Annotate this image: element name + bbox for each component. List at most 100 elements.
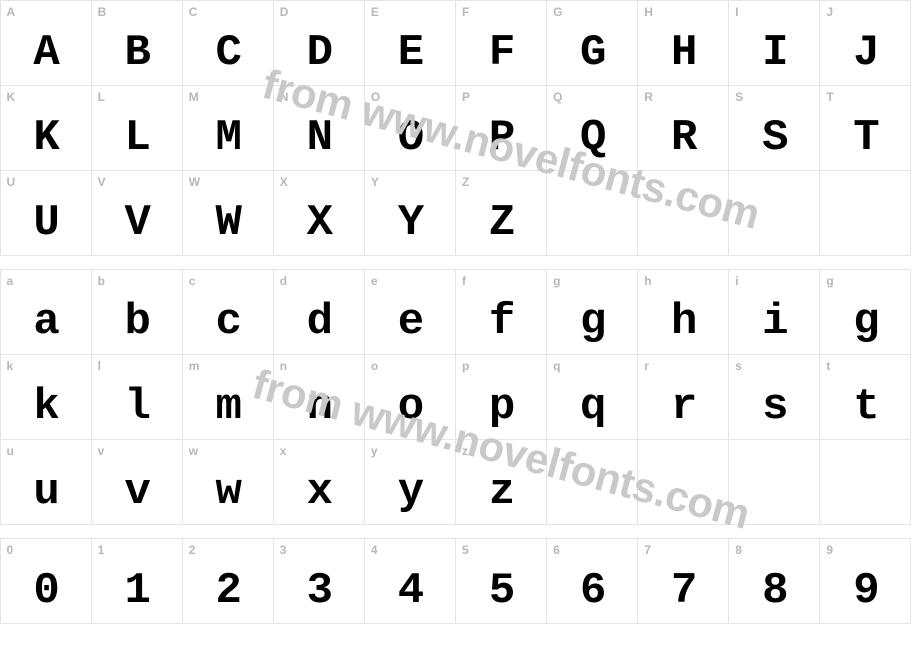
glyph-cell bbox=[546, 439, 638, 525]
glyph-cell: ww bbox=[182, 439, 274, 525]
glyph-cell: rr bbox=[637, 354, 729, 440]
glyph-cell: aa bbox=[0, 269, 92, 355]
glyph-cell: TT bbox=[819, 85, 911, 171]
glyph-cell-glyph: G bbox=[580, 31, 604, 75]
glyph-cell: nn bbox=[273, 354, 365, 440]
glyph-cell: cc bbox=[182, 269, 274, 355]
glyph-cell-label: G bbox=[553, 5, 563, 19]
glyph-cell-label: y bbox=[371, 444, 378, 458]
glyph-cell-label: s bbox=[735, 359, 742, 373]
glyph-cell-label: N bbox=[280, 90, 289, 104]
glyph-cell: 99 bbox=[819, 538, 911, 624]
glyph-cell: WW bbox=[182, 170, 274, 256]
glyph-cell-glyph: E bbox=[398, 31, 422, 75]
section-lowercase: aabbccddeeffgghhiiggkkllmmnnooppqqrrsstt… bbox=[0, 269, 911, 524]
glyph-cell-glyph: O bbox=[398, 116, 422, 160]
glyph-cell: kk bbox=[0, 354, 92, 440]
glyph-cell-glyph: l bbox=[124, 385, 148, 429]
glyph-cell: 33 bbox=[273, 538, 365, 624]
glyph-cell: 77 bbox=[637, 538, 729, 624]
glyph-cell-label: v bbox=[98, 444, 105, 458]
glyph-cell: bb bbox=[91, 269, 183, 355]
glyph-cell-label: L bbox=[98, 90, 106, 104]
glyph-cell-glyph: R bbox=[671, 116, 695, 160]
glyph-cell-glyph: A bbox=[33, 31, 57, 75]
glyph-cell: FF bbox=[455, 0, 547, 86]
glyph-cell-label: O bbox=[371, 90, 381, 104]
glyph-cell: NN bbox=[273, 85, 365, 171]
glyph-cell: SS bbox=[728, 85, 820, 171]
glyph-cell-glyph: Q bbox=[580, 116, 604, 160]
glyph-cell-glyph: z bbox=[489, 470, 513, 514]
glyph-cell-glyph: d bbox=[307, 300, 331, 344]
glyph-cell-label: o bbox=[371, 359, 379, 373]
glyph-cell: 22 bbox=[182, 538, 274, 624]
glyph-cell: zz bbox=[455, 439, 547, 525]
glyph-cell: YY bbox=[364, 170, 456, 256]
glyph-cell-label: R bbox=[644, 90, 653, 104]
glyph-cell-glyph: m bbox=[216, 385, 240, 429]
glyph-cell bbox=[819, 439, 911, 525]
glyph-cell-glyph: v bbox=[124, 470, 148, 514]
glyph-cell: 00 bbox=[0, 538, 92, 624]
glyph-cell-glyph: i bbox=[762, 300, 786, 344]
glyph-cell bbox=[637, 439, 729, 525]
glyph-cell-glyph: T bbox=[853, 116, 877, 160]
glyph-cell-label: 4 bbox=[371, 543, 378, 557]
glyph-cell-label: l bbox=[98, 359, 102, 373]
glyph-cell-label: 9 bbox=[826, 543, 833, 557]
glyph-cell-label: x bbox=[280, 444, 287, 458]
glyph-cell-glyph: 3 bbox=[307, 569, 331, 613]
glyph-cell-glyph: a bbox=[33, 300, 57, 344]
glyph-cell-label: 0 bbox=[7, 543, 14, 557]
glyph-cell-label: H bbox=[644, 5, 653, 19]
glyph-cell-glyph: C bbox=[216, 31, 240, 75]
glyph-cell-glyph: p bbox=[489, 385, 513, 429]
glyph-cell: BB bbox=[91, 0, 183, 86]
glyph-cell-glyph: f bbox=[489, 300, 513, 344]
glyph-cell: hh bbox=[637, 269, 729, 355]
glyph-cell-label: 3 bbox=[280, 543, 287, 557]
glyph-cell-glyph: x bbox=[307, 470, 331, 514]
glyph-cell: OO bbox=[364, 85, 456, 171]
glyph-cell-glyph: 5 bbox=[489, 569, 513, 613]
glyph-cell-glyph: B bbox=[124, 31, 148, 75]
glyph-cell-glyph: K bbox=[33, 116, 57, 160]
glyph-cell-label: p bbox=[462, 359, 470, 373]
glyph-cell-glyph: u bbox=[33, 470, 57, 514]
glyph-cell-label: F bbox=[462, 5, 470, 19]
glyph-cell-glyph: 4 bbox=[398, 569, 422, 613]
glyph-cell: ee bbox=[364, 269, 456, 355]
glyph-cell-label: E bbox=[371, 5, 379, 19]
glyph-cell: MM bbox=[182, 85, 274, 171]
glyph-cell-label: C bbox=[189, 5, 198, 19]
glyph-cell-glyph: e bbox=[398, 300, 422, 344]
glyph-cell: oo bbox=[364, 354, 456, 440]
glyph-cell bbox=[728, 439, 820, 525]
glyph-cell-label: w bbox=[189, 444, 199, 458]
glyph-cell-label: f bbox=[462, 274, 466, 288]
glyph-cell-label: B bbox=[98, 5, 107, 19]
glyph-cell-glyph: J bbox=[853, 31, 877, 75]
glyph-cell-label: P bbox=[462, 90, 470, 104]
glyph-cell: KK bbox=[0, 85, 92, 171]
glyph-cell-label: k bbox=[7, 359, 14, 373]
glyph-cell-label: V bbox=[98, 175, 106, 189]
glyph-cell: ss bbox=[728, 354, 820, 440]
font-glyph-grid: AABBCCDDEEFFGGHHIIJJKKLLMMNNOOPPQQRRSSTT… bbox=[0, 0, 911, 623]
glyph-cell: XX bbox=[273, 170, 365, 256]
glyph-cell-glyph: n bbox=[307, 385, 331, 429]
glyph-cell-glyph: 8 bbox=[762, 569, 786, 613]
glyph-cell-label: 1 bbox=[98, 543, 105, 557]
glyph-cell: gg bbox=[546, 269, 638, 355]
glyph-cell-glyph: t bbox=[853, 385, 877, 429]
glyph-cell: HH bbox=[637, 0, 729, 86]
glyph-cell-label: K bbox=[7, 90, 16, 104]
glyph-cell-label: A bbox=[7, 5, 16, 19]
glyph-cell-glyph: h bbox=[671, 300, 695, 344]
glyph-cell bbox=[637, 170, 729, 256]
glyph-cell-label: 2 bbox=[189, 543, 196, 557]
glyph-cell: VV bbox=[91, 170, 183, 256]
glyph-cell-label: r bbox=[644, 359, 649, 373]
glyph-cell bbox=[819, 170, 911, 256]
